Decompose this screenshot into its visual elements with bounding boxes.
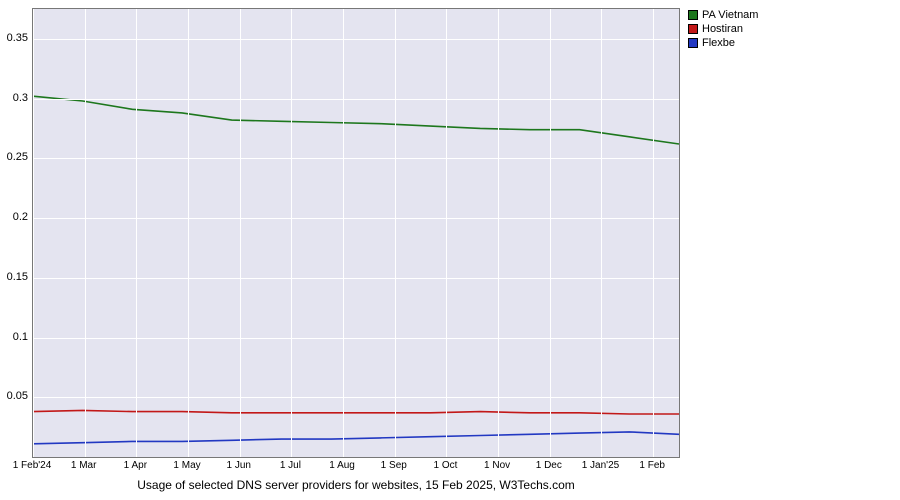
x-tick-label: 1 Aug [329, 460, 355, 471]
y-tick-label: 0.25 [0, 151, 28, 163]
legend-label: Hostiran [702, 22, 743, 36]
series-line [33, 96, 679, 144]
x-tick-label: 1 Apr [124, 460, 147, 471]
grid-line-v [446, 9, 447, 457]
plot-area [32, 8, 680, 458]
x-tick-label: 1 Jun [226, 460, 250, 471]
x-tick-label: 1 Dec [536, 460, 562, 471]
grid-line-v [240, 9, 241, 457]
grid-line-h [33, 99, 679, 100]
y-tick-label: 0.15 [0, 271, 28, 283]
series-line [33, 410, 679, 414]
grid-line-v [395, 9, 396, 457]
x-tick-label: 1 Nov [484, 460, 510, 471]
x-tick-label: 1 Feb'24 [13, 460, 52, 471]
grid-line-v [601, 9, 602, 457]
x-tick-label: 1 Jan'25 [582, 460, 620, 471]
legend-item: PA Vietnam [688, 8, 758, 22]
grid-line-v [291, 9, 292, 457]
grid-line-v [653, 9, 654, 457]
grid-line-h [33, 39, 679, 40]
legend: PA VietnamHostiranFlexbe [688, 8, 758, 50]
y-tick-label: 0.1 [0, 331, 28, 343]
legend-swatch [688, 24, 698, 34]
legend-item: Hostiran [688, 22, 758, 36]
x-tick-label: 1 Jul [280, 460, 301, 471]
grid-line-v [136, 9, 137, 457]
y-tick-label: 0.2 [0, 211, 28, 223]
legend-swatch [688, 38, 698, 48]
legend-swatch [688, 10, 698, 20]
chart-lines [33, 9, 679, 457]
y-tick-label: 0.3 [0, 92, 28, 104]
x-tick-label: 1 May [173, 460, 200, 471]
grid-line-v [85, 9, 86, 457]
legend-item: Flexbe [688, 36, 758, 50]
grid-line-v [343, 9, 344, 457]
x-tick-label: 1 Oct [433, 460, 457, 471]
x-tick-label: 1 Sep [381, 460, 407, 471]
grid-line-h [33, 158, 679, 159]
y-tick-label: 0.35 [0, 32, 28, 44]
legend-label: Flexbe [702, 36, 735, 50]
grid-line-h [33, 338, 679, 339]
grid-line-v [498, 9, 499, 457]
chart-caption: Usage of selected DNS server providers f… [0, 478, 712, 492]
x-tick-label: 1 Feb [639, 460, 665, 471]
legend-label: PA Vietnam [702, 8, 758, 22]
y-tick-label: 0.05 [0, 390, 28, 402]
grid-line-h [33, 397, 679, 398]
grid-line-v [33, 9, 34, 457]
grid-line-h [33, 278, 679, 279]
grid-line-v [188, 9, 189, 457]
grid-line-v [550, 9, 551, 457]
grid-line-h [33, 218, 679, 219]
chart-container: PA VietnamHostiranFlexbe Usage of select… [0, 0, 900, 500]
x-tick-label: 1 Mar [71, 460, 97, 471]
series-line [33, 432, 679, 444]
